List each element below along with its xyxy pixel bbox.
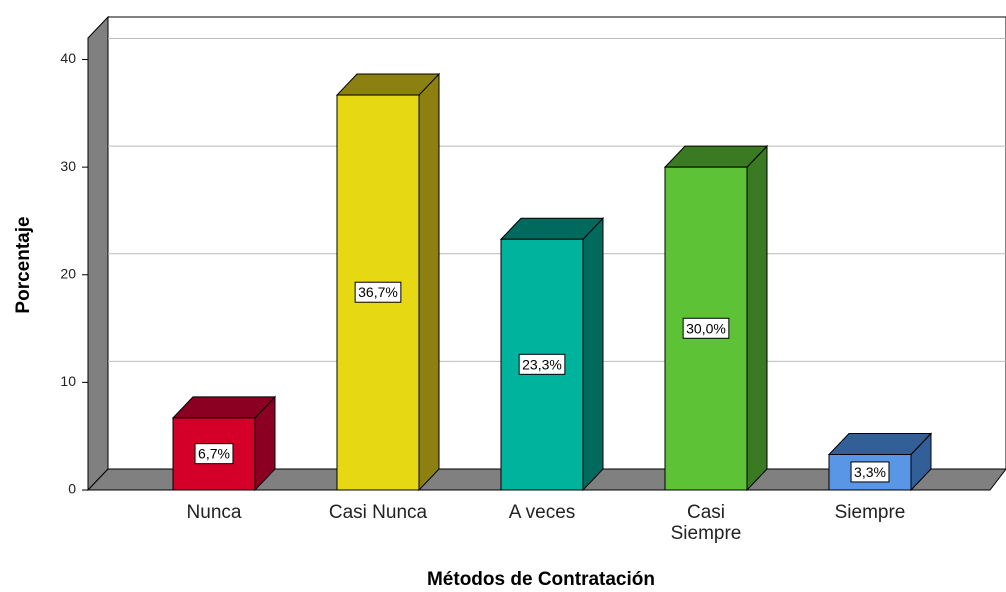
x-tick-label: Siempre xyxy=(834,502,906,523)
bar xyxy=(335,72,441,492)
bar xyxy=(663,144,769,492)
value-label: 36,7% xyxy=(358,284,398,300)
value-label: 3,3% xyxy=(854,464,886,480)
bar-side xyxy=(582,216,604,492)
value-label-box xyxy=(850,461,890,483)
x-tick-label: Casi Nunca xyxy=(328,502,428,523)
bar-side xyxy=(746,144,768,492)
y-tick-label: 20 xyxy=(60,265,76,281)
value-label-box xyxy=(682,317,730,339)
y-tick-label: 0 xyxy=(68,481,76,497)
left-wall xyxy=(87,15,109,492)
x-axis-title: Métodos de Contratación xyxy=(427,569,655,590)
bar-side xyxy=(418,72,440,492)
value-label-box xyxy=(354,281,402,303)
value-label: 6,7% xyxy=(198,446,230,462)
y-tick-label: 30 xyxy=(60,158,76,174)
x-tick-label: Casi Siempre xyxy=(670,502,742,544)
value-label-box xyxy=(518,353,566,375)
y-axis-title: Porcentaje xyxy=(13,216,34,313)
x-tick-label: Nunca xyxy=(186,502,242,523)
y-tick-label: 40 xyxy=(60,50,76,66)
value-label: 23,3% xyxy=(522,356,562,372)
value-label: 30,0% xyxy=(686,320,726,336)
y-tick-label: 10 xyxy=(60,373,76,389)
value-label-box xyxy=(194,443,234,465)
x-tick-label: A veces xyxy=(508,502,576,523)
bar-front xyxy=(336,94,420,491)
